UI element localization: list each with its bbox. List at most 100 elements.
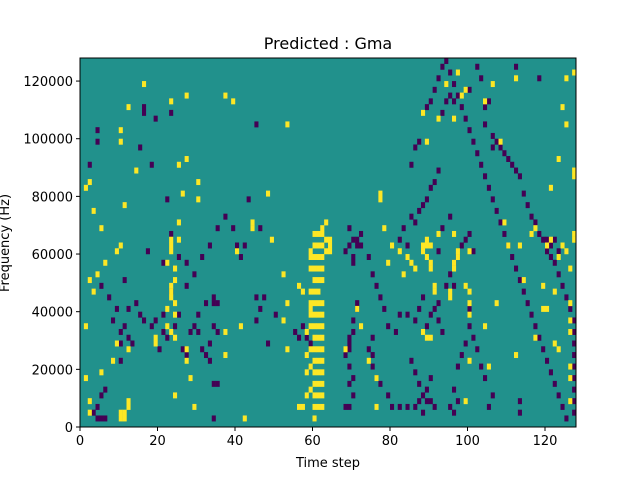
heatmap-cell-low <box>343 248 348 255</box>
heatmap-cell-high <box>169 288 174 295</box>
heatmap-cell-high <box>366 357 371 364</box>
heatmap-cell-high <box>316 254 321 260</box>
heatmap-cell-low <box>529 311 534 318</box>
heatmap-cell-high <box>424 138 429 145</box>
heatmap-cell-high <box>378 190 383 197</box>
heatmap-cell-low <box>564 294 569 301</box>
heatmap-cell-high <box>285 346 290 353</box>
heatmap-cell-high <box>134 167 139 174</box>
heatmap-cell-high <box>498 138 503 145</box>
heatmap-cell-high <box>231 98 236 105</box>
heatmap-cell-low <box>87 161 92 168</box>
heatmap-cell-high <box>308 363 313 370</box>
plot-frame <box>79 57 577 428</box>
heatmap-cell-low <box>467 323 472 330</box>
heatmap-cell-high <box>316 357 321 364</box>
heatmap-cell-low <box>254 317 259 324</box>
x-tick-label: 120 <box>533 434 558 449</box>
heatmap-cell-high <box>312 242 317 249</box>
heatmap-cell-low <box>436 317 441 324</box>
heatmap-cell-high <box>118 242 123 249</box>
heatmap-cell-high <box>514 75 519 82</box>
heatmap-cell-low <box>347 242 352 249</box>
heatmap-cell-high <box>316 334 321 341</box>
heatmap-cell-low <box>204 300 209 307</box>
heatmap-cell-low <box>142 104 147 111</box>
heatmap-cell-low <box>572 352 577 359</box>
heatmap-cell-low <box>95 403 100 410</box>
heatmap-cell-high <box>320 277 325 284</box>
heatmap-cell-low <box>564 415 569 422</box>
heatmap-cell-low <box>494 138 499 145</box>
heatmap-cell-high <box>459 92 464 99</box>
heatmap-cell-low <box>370 271 375 278</box>
heatmap-cell-low <box>254 294 259 301</box>
heatmap-cell-high <box>312 277 317 284</box>
x-tick-label: 40 <box>227 434 244 449</box>
heatmap-cell-low <box>99 392 104 399</box>
heatmap-cell-low <box>184 259 189 266</box>
heatmap-cell-low <box>498 219 503 226</box>
heatmap-cell-low <box>417 398 422 405</box>
heatmap-cell-high <box>114 248 119 255</box>
heatmap-cell-high <box>568 300 573 307</box>
heatmap-cell-high <box>169 282 174 289</box>
heatmap-cell-high <box>165 259 170 266</box>
heatmap-cell-low <box>417 138 422 145</box>
heatmap-cell-high <box>455 248 460 255</box>
heatmap-cell-low <box>304 334 309 341</box>
heatmap-cell-low <box>300 323 305 330</box>
heatmap-cell-low <box>161 259 166 266</box>
heatmap-cell-low <box>413 403 418 410</box>
heatmap-cell-high <box>432 282 437 289</box>
heatmap-cell-low <box>560 282 565 289</box>
heatmap-cell-high <box>467 311 472 318</box>
heatmap-cell-high <box>428 265 433 272</box>
heatmap-cell-low <box>351 328 356 335</box>
heatmap-cell-high <box>448 294 453 301</box>
heatmap-cell-high <box>572 230 577 237</box>
heatmap-cell-low <box>95 415 100 422</box>
heatmap-cell-low <box>91 409 96 416</box>
heatmap-cell-high <box>382 225 387 232</box>
heatmap-cell-low <box>486 403 491 410</box>
heatmap-cell-low <box>448 92 453 99</box>
heatmap-cell-low <box>502 230 507 237</box>
heatmap-cell-low <box>424 386 429 393</box>
heatmap-cell-high <box>320 254 325 260</box>
heatmap-cell-high <box>320 323 325 330</box>
heatmap-cell-high <box>320 346 325 353</box>
heatmap-cell-high <box>502 219 507 226</box>
heatmap-cell-low <box>138 311 143 318</box>
heatmap-cell-low <box>273 311 278 318</box>
heatmap-cell-high <box>359 323 364 330</box>
heatmap-cell-high <box>192 403 197 410</box>
x-axis-ticks: 0 20 40 60 80 100 120 <box>76 427 558 449</box>
heatmap-cell-high <box>572 236 577 243</box>
heatmap-cell-low <box>347 363 352 370</box>
heatmap-cell-low <box>355 236 360 243</box>
heatmap-cell-high <box>281 317 286 324</box>
heatmap-cell-low <box>421 409 426 416</box>
heatmap-cell-high <box>223 92 228 99</box>
heatmap-cell-low <box>370 352 375 359</box>
heatmap-cell-high <box>452 115 457 122</box>
heatmap-cell-high <box>374 375 379 382</box>
x-tick-label: 100 <box>455 434 480 449</box>
heatmap-cell-low <box>200 346 205 353</box>
heatmap-cell-high <box>386 259 391 266</box>
heatmap-cell-low <box>467 127 472 134</box>
heatmap-cell-high <box>428 242 433 249</box>
y-tick-label: 40000 <box>32 306 73 321</box>
heatmap-cell-high <box>169 242 174 249</box>
heatmap-cell-low <box>475 63 480 70</box>
heatmap-cell-low <box>428 98 433 105</box>
heatmap-cell-high <box>452 230 457 237</box>
heatmap-cell-high <box>176 161 181 168</box>
heatmap-cell-low <box>161 311 166 318</box>
heatmap-cell-high <box>176 236 181 243</box>
heatmap-cell-high <box>312 392 317 399</box>
heatmap-cell-high <box>126 403 131 410</box>
heatmap-cell-low <box>436 300 441 307</box>
heatmap-cell-low <box>370 363 375 370</box>
